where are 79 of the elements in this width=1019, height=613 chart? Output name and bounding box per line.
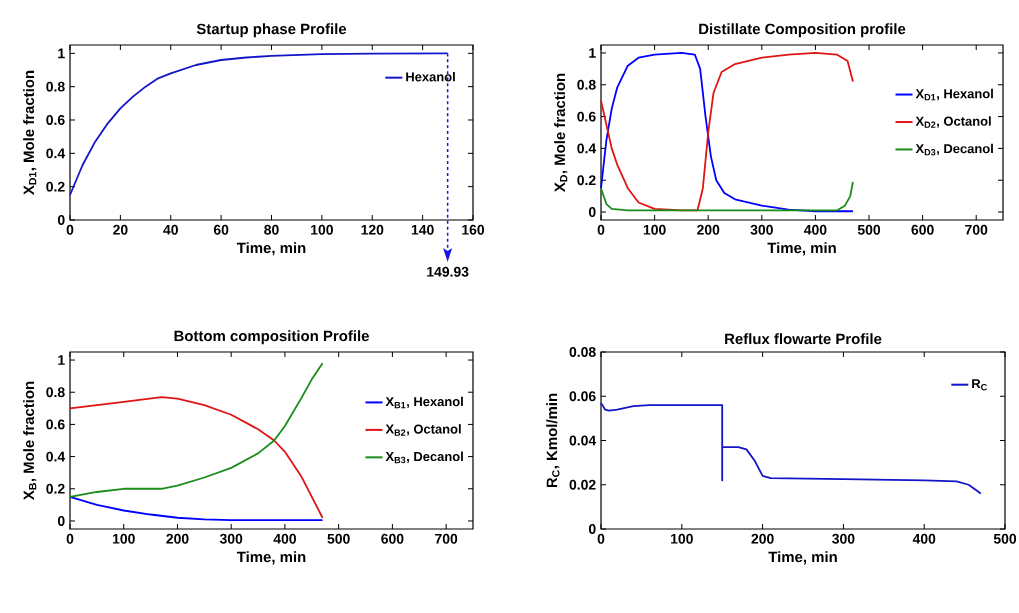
line-series xyxy=(600,180,854,212)
x-tick-label: 0 xyxy=(597,224,605,235)
x-tick-label: 200 xyxy=(697,224,720,235)
x-axis-title: Time, min xyxy=(236,551,306,565)
chart-title: Startup phase Profile xyxy=(196,23,347,38)
y-tick-label: 0.2 xyxy=(577,175,596,186)
x-tick-label: 500 xyxy=(993,533,1017,544)
x-tick-label: 600 xyxy=(381,533,404,544)
x-tick-label: 0 xyxy=(66,224,74,235)
legend-label: Hexanol xyxy=(406,71,455,82)
x-axis-title: Time, min xyxy=(236,242,306,256)
x-tick-label: 300 xyxy=(750,224,773,235)
x-tick-label: 200 xyxy=(166,533,189,544)
y-tick-label: 0.8 xyxy=(577,79,596,90)
y-tick-label: 0.4 xyxy=(577,143,597,154)
y-axis-title: R$_{C}$, Kmol/min xyxy=(546,393,560,488)
x-tick-label: 500 xyxy=(857,224,881,235)
ref-line-label: 149.93 xyxy=(427,266,469,277)
x-tick-label: 0 xyxy=(597,533,605,544)
legend-label: R$_{C}$ xyxy=(972,379,987,391)
x-tick-label: 400 xyxy=(803,224,827,235)
y-tick-label: 0.08 xyxy=(569,347,596,357)
legend-label: X$_{D1}$, Hexanol xyxy=(915,88,993,101)
y-tick-label: 0.02 xyxy=(569,479,596,490)
legend-label: X$_{B2}$, Octanol xyxy=(385,424,461,436)
y-tick-label: 0 xyxy=(588,207,596,217)
x-tick-label: 700 xyxy=(435,533,458,544)
line-series xyxy=(600,401,982,495)
y-axis-title: X$_{D}$, Mole fraction xyxy=(554,73,568,193)
legend-label: X$_{B3}$, Decanol xyxy=(385,451,463,464)
y-tick-label: 0.6 xyxy=(577,111,596,122)
y-tick-label: 0.6 xyxy=(46,115,65,125)
x-tick-label: 100 xyxy=(671,533,693,544)
x-tick-label: 80 xyxy=(264,224,279,235)
y-tick-label: 0.06 xyxy=(569,391,596,402)
line-series xyxy=(69,495,324,522)
y-tick-label: 1 xyxy=(58,355,65,365)
y-tick-label: 0.4 xyxy=(46,148,66,159)
chart-title: Reflux flowarte Profile xyxy=(725,333,882,345)
y-tick-label: 0.4 xyxy=(46,451,66,462)
y-tick-label: 0 xyxy=(57,516,65,526)
x-tick-label: 160 xyxy=(462,224,485,235)
y-axis-title: X$_{B}$, Mole fraction xyxy=(23,381,37,501)
legend-label: X$_{D2}$, Octanol xyxy=(915,116,991,128)
y-tick-label: 0 xyxy=(588,524,596,534)
y-tick-label: 1 xyxy=(58,48,65,59)
x-tick-label: 100 xyxy=(311,224,333,235)
legend-label: X$_{D3}$, Decanol xyxy=(915,143,993,156)
x-tick-label: 100 xyxy=(643,224,666,235)
y-tick-label: 0.2 xyxy=(46,181,65,192)
chart-title: Distillate Composition profile xyxy=(699,23,906,38)
line-series xyxy=(69,362,324,498)
x-tick-label: 300 xyxy=(219,533,243,544)
x-axis-title: Time, min xyxy=(768,551,837,565)
x-tick-label: 20 xyxy=(113,224,128,235)
y-tick-label: 0.8 xyxy=(46,387,65,398)
x-tick-label: 500 xyxy=(327,533,350,544)
legend-label: X$_{B1}$, Hexanol xyxy=(385,396,463,409)
x-tick-label: 200 xyxy=(751,533,774,544)
x-tick-label: 60 xyxy=(213,224,229,235)
y-axis-title: X$_{D1}$, Mole fraction xyxy=(23,70,37,195)
y-tick-label: 0.04 xyxy=(569,435,597,446)
x-tick-label: 300 xyxy=(832,533,855,544)
y-tick-label: 1 xyxy=(589,48,596,58)
x-tick-label: 700 xyxy=(965,224,988,235)
chart-title: Bottom composition Profile xyxy=(174,330,369,345)
x-tick-label: 120 xyxy=(361,224,384,235)
x-tick-label: 140 xyxy=(411,224,434,235)
x-tick-label: 100 xyxy=(112,533,135,544)
x-axis-title: Time, min xyxy=(767,242,836,256)
y-tick-label: 0.2 xyxy=(46,483,65,494)
x-tick-label: 600 xyxy=(911,224,934,235)
y-tick-label: 0 xyxy=(57,215,65,225)
x-tick-label: 400 xyxy=(912,533,936,544)
x-tick-label: 400 xyxy=(273,533,296,544)
y-tick-label: 0.6 xyxy=(46,419,65,430)
x-tick-label: 0 xyxy=(66,533,74,544)
x-tick-label: 40 xyxy=(163,224,178,235)
y-tick-label: 0.8 xyxy=(46,81,65,92)
